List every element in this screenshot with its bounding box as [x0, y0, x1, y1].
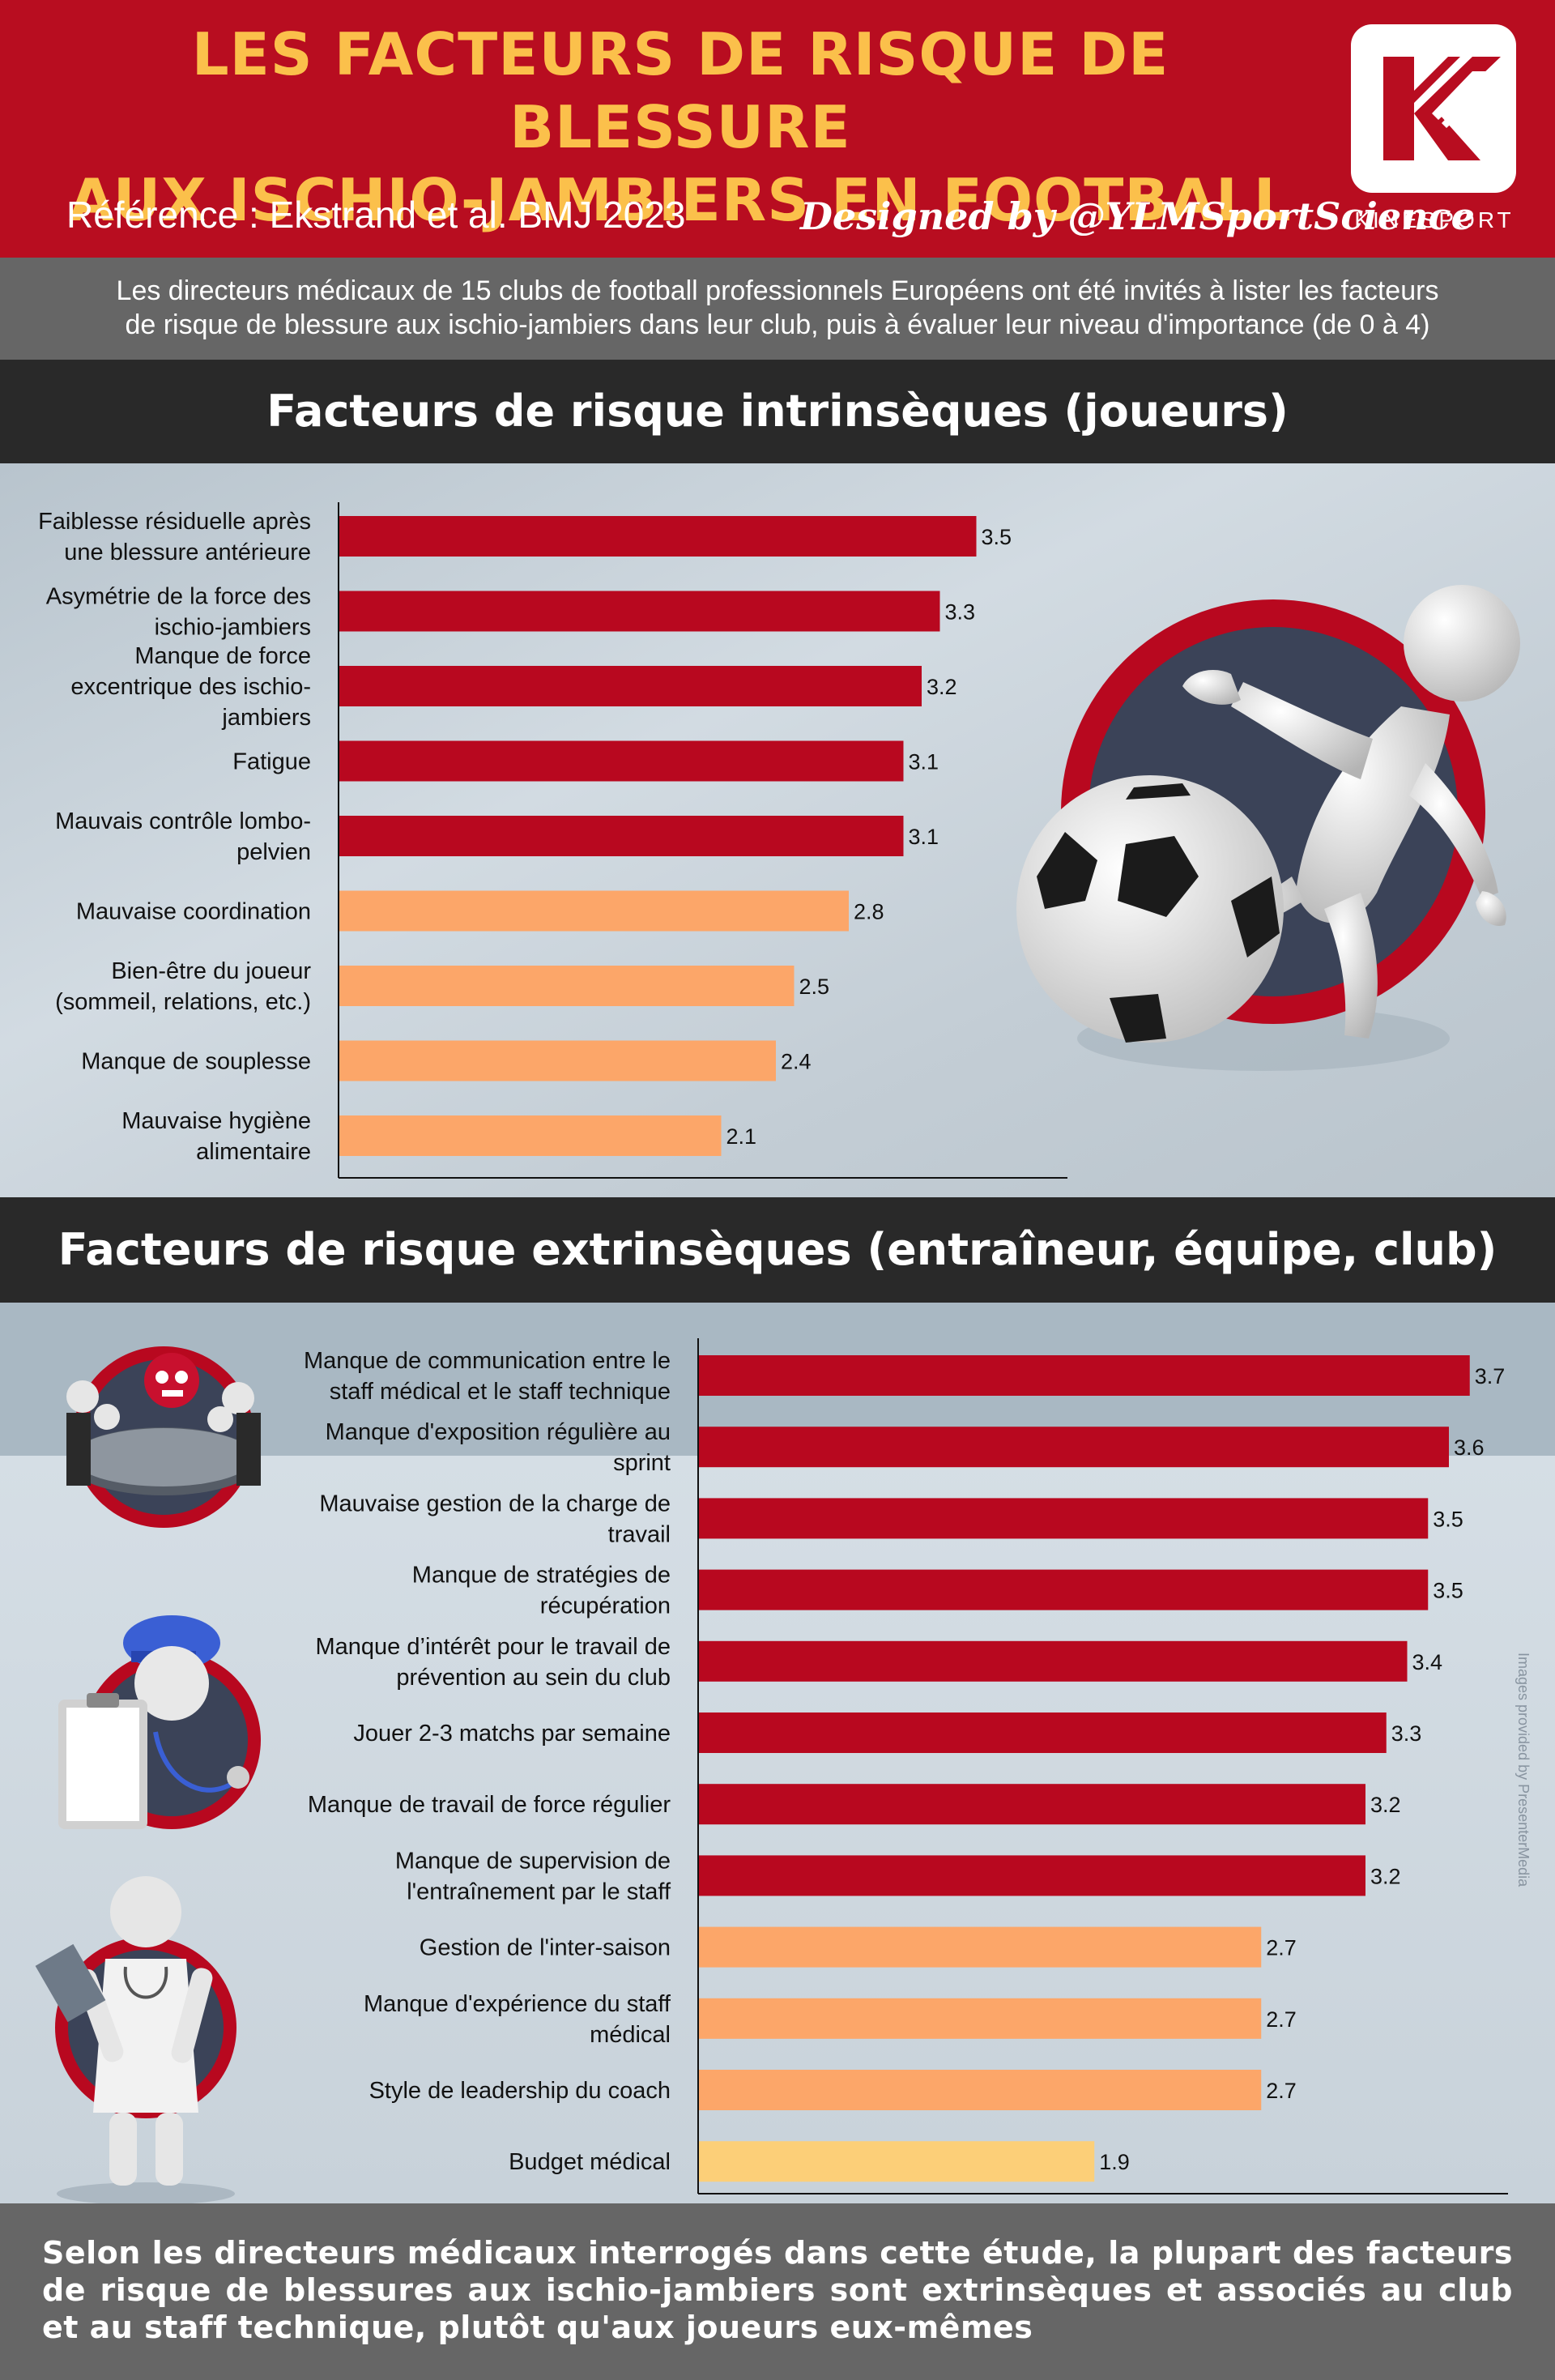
- bar-8: [339, 1115, 722, 1156]
- value-label-2: 3.5: [1433, 1507, 1463, 1531]
- category-label-9: Manque d'expérience du staff médical: [364, 1991, 671, 2048]
- value-label-3: 3.1: [909, 750, 939, 774]
- bar-7: [339, 1040, 776, 1081]
- bar-2: [698, 1498, 1429, 1539]
- intro-line-1: Les directeurs médicaux de 15 clubs de f…: [116, 275, 1439, 306]
- category-label-5: Jouer 2-3 matchs par semaine: [353, 1721, 671, 1747]
- category-label-6: Manque de travail de force régulier: [308, 1792, 671, 1818]
- bar-3: [339, 740, 904, 782]
- category-label-2: Manque de force excentrique des ischio-ja…: [70, 643, 311, 731]
- bar-9: [698, 1998, 1262, 2039]
- category-label-7: Manque de souplesse: [81, 1049, 311, 1075]
- reference-text: Référence : Ekstrand et al. BMJ 2023: [66, 194, 686, 236]
- bar-10: [698, 2070, 1262, 2110]
- value-label-7: 3.2: [1370, 1864, 1401, 1888]
- image-credit-text: Images provided by PresenterMedia: [1515, 1653, 1531, 1887]
- kinesport-logo-icon: [1351, 24, 1516, 193]
- category-label-5: Mauvaise coordination: [76, 899, 311, 925]
- value-label-1: 3.6: [1454, 1435, 1485, 1460]
- meeting-table-illustration: [66, 1346, 261, 1528]
- value-label-11: 1.9: [1099, 2150, 1130, 2174]
- bar-1: [339, 591, 940, 632]
- conclusion-text: Selon les directeurs médicaux interrogés…: [0, 2203, 1555, 2380]
- bar-5: [698, 1712, 1387, 1753]
- bar-4: [698, 1640, 1408, 1682]
- doctor-illustration: [35, 1876, 236, 2205]
- value-label-5: 3.3: [1391, 1721, 1422, 1746]
- value-label-4: 3.4: [1412, 1650, 1443, 1674]
- value-label-10: 2.7: [1266, 2079, 1297, 2103]
- image-credit: Images provided by PresenterMedia: [1515, 1653, 1531, 1887]
- intrinsic-panel: 3.5 Faiblesse résiduelle après une blessur…: [0, 463, 1555, 1197]
- category-label-8: Gestion de l'inter-saison: [420, 1935, 671, 1961]
- bar-7: [698, 1855, 1365, 1896]
- value-label-2: 3.2: [927, 675, 957, 699]
- category-label-3: Manque de stratégies de récupération: [412, 1563, 671, 1619]
- section-title-intrinsic: Facteurs de risque intrinsèques (joueurs…: [0, 360, 1555, 463]
- value-label-7: 2.4: [781, 1050, 812, 1074]
- category-label-7: Manque de supervision de l'entraînement p…: [395, 1848, 671, 1904]
- value-label-8: 2.7: [1266, 1936, 1297, 1960]
- category-label-10: Style de leadership du coach: [369, 2078, 671, 2104]
- section-title-extrinsic: Facteurs de risque extrinsèques (entraîn…: [0, 1197, 1555, 1303]
- category-label-11: Budget médical: [509, 2149, 671, 2175]
- bar-0: [339, 516, 977, 557]
- bar-8: [698, 1926, 1262, 1968]
- footballer-illustration: [1016, 585, 1520, 1071]
- category-label-2: Mauvaise gestion de la charge de travail: [319, 1491, 671, 1547]
- intrinsic-bar-chart: 3.5 Faiblesse résiduelle après une blessur…: [38, 502, 1067, 1179]
- clipboard-doctor-illustration: [58, 1615, 261, 1829]
- category-label-4: Mauvais contrôle lombo-pelvien: [55, 808, 311, 865]
- bar-6: [698, 1784, 1365, 1825]
- value-label-0: 3.7: [1475, 1364, 1506, 1388]
- bar-11: [698, 2141, 1095, 2182]
- value-label-3: 3.5: [1433, 1579, 1463, 1603]
- category-label-0: Manque de communication entre le staff mé…: [304, 1348, 671, 1405]
- category-label-6: Bien-être du joueur (sommeil, relations, …: [55, 958, 311, 1015]
- bar-2: [339, 666, 922, 706]
- intro-line-2: de risque de blessure aux ischio-jambier…: [125, 309, 1430, 340]
- bar-1: [698, 1427, 1449, 1468]
- intro-text: Les directeurs médicaux de 15 clubs de f…: [0, 258, 1555, 360]
- extrinsic-bar-chart: 3.7 Manque de communication entre le staff…: [304, 1338, 1508, 2194]
- value-label-0: 3.5: [982, 525, 1012, 549]
- title-line-1: LES FACTEURS DE RISQUE DE BLESSURE: [191, 20, 1169, 161]
- value-label-1: 3.3: [945, 600, 976, 625]
- value-label-5: 2.8: [854, 900, 884, 924]
- value-label-9: 2.7: [1266, 2007, 1297, 2032]
- bar-0: [698, 1355, 1470, 1396]
- bar-4: [339, 816, 904, 856]
- page-title: LES FACTEURS DE RISQUE DE BLESSURE AUX I…: [32, 18, 1328, 237]
- bar-5: [339, 890, 849, 932]
- bar-3: [698, 1569, 1429, 1610]
- category-label-3: Fatigue: [232, 749, 311, 775]
- header-banner: LES FACTEURS DE RISQUE DE BLESSURE AUX I…: [0, 0, 1555, 258]
- designed-by-text: Designed by @YLMSportScience: [800, 194, 1475, 238]
- title-line-2: AUX ISCHIO-JAMBIERS EN FOOTBALL: [69, 166, 1292, 234]
- value-label-6: 2.5: [799, 975, 830, 999]
- logo-text: KINESPORT: [1354, 207, 1515, 232]
- category-label-1: Asymétrie de la force des ischio-jambiers: [46, 584, 311, 641]
- value-label-8: 2.1: [726, 1124, 757, 1149]
- category-label-8: Mauvaise hygiène alimentaire: [121, 1108, 311, 1165]
- category-label-0: Faiblesse résiduelle après une blessure a…: [38, 509, 311, 565]
- bar-6: [339, 966, 795, 1006]
- category-label-4: Manque d’intérêt pour le travail de préve…: [316, 1634, 671, 1691]
- value-label-6: 3.2: [1370, 1793, 1401, 1817]
- value-label-4: 3.1: [909, 825, 939, 849]
- category-label-1: Manque d'exposition régulière au sprint: [326, 1419, 671, 1476]
- extrinsic-panel: 3.7 Manque de communication entre le staff…: [0, 1303, 1555, 2205]
